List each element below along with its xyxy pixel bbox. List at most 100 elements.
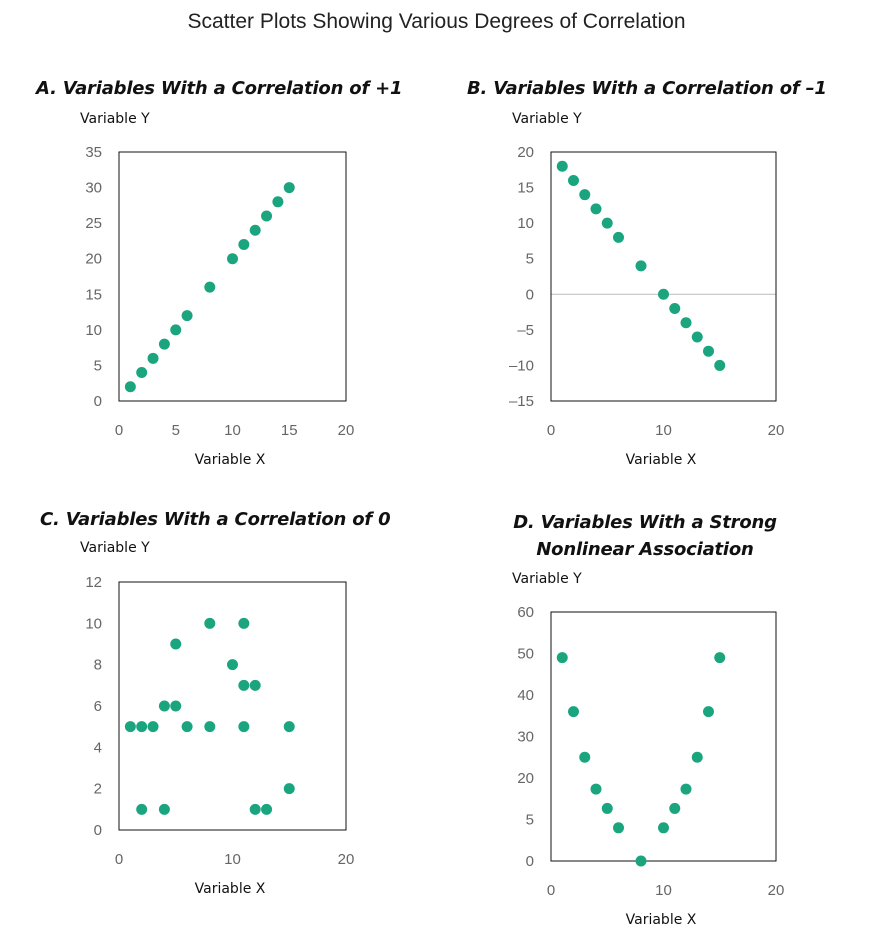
- chart-c: 0 2 4 6 8 10 12 0 10 20: [85, 574, 354, 868]
- data-point: [158, 700, 170, 712]
- y-tick-label: 50: [517, 646, 534, 663]
- data-point: [658, 288, 669, 300]
- y-tick-label: 0: [94, 822, 102, 839]
- data-point: [124, 381, 136, 393]
- data-point: [238, 617, 250, 629]
- data-point: [590, 203, 602, 215]
- panel-b-xlabel: Variable X: [625, 452, 697, 468]
- data-point: [249, 803, 261, 815]
- x-tick-label: 20: [768, 882, 785, 899]
- data-point: [261, 803, 273, 815]
- x-tick-label: 5: [172, 422, 180, 439]
- y-tick-label: 4: [94, 739, 102, 756]
- x-tick-label: 0: [115, 422, 123, 439]
- y-tick-label: 30: [517, 729, 534, 746]
- panel-d-title-line-2: Nonlinear Association: [536, 539, 754, 560]
- y-tick-label: 20: [517, 144, 534, 161]
- y-tick-label: 5: [94, 357, 102, 374]
- data-point: [691, 331, 703, 343]
- panel-d-xlabel: Variable X: [625, 912, 697, 928]
- y-tick-label: 25: [85, 215, 102, 232]
- plot-frame: [118, 581, 347, 831]
- x-tick-label: 0: [115, 851, 123, 868]
- y-tick-label: 0: [526, 286, 534, 303]
- panel-c-ylabel: Variable Y: [80, 540, 150, 556]
- data-point: [170, 324, 182, 336]
- y-tick-label: 15: [517, 180, 534, 197]
- y-tick-label: 5: [526, 812, 534, 829]
- x-tick-label: 20: [768, 422, 785, 439]
- data-point: [703, 345, 714, 357]
- y-tick-label: –10: [509, 357, 534, 374]
- data-point: [136, 721, 148, 733]
- chart-b: 20 15 10 5 0 –5 –10 –15 0 10 20: [509, 144, 784, 439]
- data-point: [680, 317, 692, 329]
- x-tick-label: 20: [338, 422, 355, 439]
- data-point: [204, 617, 216, 629]
- data-point: [283, 182, 295, 194]
- data-point: [136, 367, 148, 379]
- x-tick-label: 0: [547, 882, 555, 899]
- y-tick-label: 5: [526, 251, 534, 268]
- data-point: [579, 189, 591, 201]
- panel-d-title-line-1: D. Variables With a Strong: [513, 512, 777, 533]
- data-point: [669, 802, 681, 814]
- data-point: [227, 659, 238, 671]
- data-point: [601, 217, 613, 229]
- y-tick-label: 40: [517, 687, 534, 704]
- data-point: [680, 783, 692, 795]
- panel-d-title: D. Variables With a Strong Nonlinear Ass…: [470, 509, 820, 563]
- plot-frame: [550, 611, 777, 862]
- data-point: [635, 855, 647, 867]
- data-point: [249, 224, 261, 236]
- y-tick-label: 10: [517, 215, 534, 232]
- panel-c-title: C. Variables With a Correlation of 0: [40, 509, 391, 530]
- y-tick-label: 20: [517, 770, 534, 787]
- data-point: [238, 721, 250, 733]
- y-tick-label: 8: [94, 657, 102, 674]
- data-point: [283, 721, 295, 733]
- y-tick-label: 20: [85, 251, 102, 268]
- data-point: [691, 751, 703, 763]
- panel-c-xlabel: Variable X: [194, 881, 266, 897]
- x-tick-label: 10: [655, 882, 672, 899]
- page-title: Scatter Plots Showing Various Degrees of…: [187, 10, 686, 33]
- data-point: [703, 706, 714, 718]
- y-tick-label: 15: [85, 286, 102, 303]
- data-point: [601, 802, 613, 814]
- data-point: [556, 652, 568, 664]
- data-point: [658, 822, 669, 834]
- data-point: [204, 721, 216, 733]
- data-point: [124, 721, 136, 733]
- data-point: [181, 310, 193, 322]
- y-tick-label: –15: [509, 393, 534, 410]
- x-tick-label: 20: [338, 851, 355, 868]
- x-tick-label: 10: [224, 422, 241, 439]
- data-point: [238, 679, 250, 691]
- panel-a-ylabel: Variable Y: [80, 111, 150, 127]
- data-point: [136, 803, 148, 815]
- panel-b-title: B. Variables With a Correlation of –1: [467, 78, 827, 99]
- y-tick-label: 30: [85, 180, 102, 197]
- y-tick-label: 35: [85, 144, 102, 161]
- data-point: [227, 253, 238, 265]
- data-point: [579, 751, 591, 763]
- y-tick-label: –5: [517, 322, 534, 339]
- data-point: [272, 196, 284, 208]
- data-point: [590, 783, 602, 795]
- y-tick-label: 60: [517, 604, 534, 621]
- panel-a-xlabel: Variable X: [194, 452, 266, 468]
- y-tick-label: 0: [94, 393, 102, 410]
- data-point: [170, 638, 182, 650]
- data-point: [568, 174, 579, 186]
- y-tick-label: 10: [85, 322, 102, 339]
- y-tick-label: 12: [85, 574, 102, 591]
- y-tick-label: 6: [94, 698, 102, 715]
- data-point: [635, 260, 647, 272]
- chart-d: 0 5 20 30 40 50 60 0 10 20: [517, 604, 784, 899]
- data-point: [261, 210, 273, 222]
- y-tick-label: 10: [85, 615, 102, 632]
- data-point: [170, 700, 182, 712]
- x-tick-label: 15: [281, 422, 298, 439]
- y-tick-label: 2: [94, 781, 102, 798]
